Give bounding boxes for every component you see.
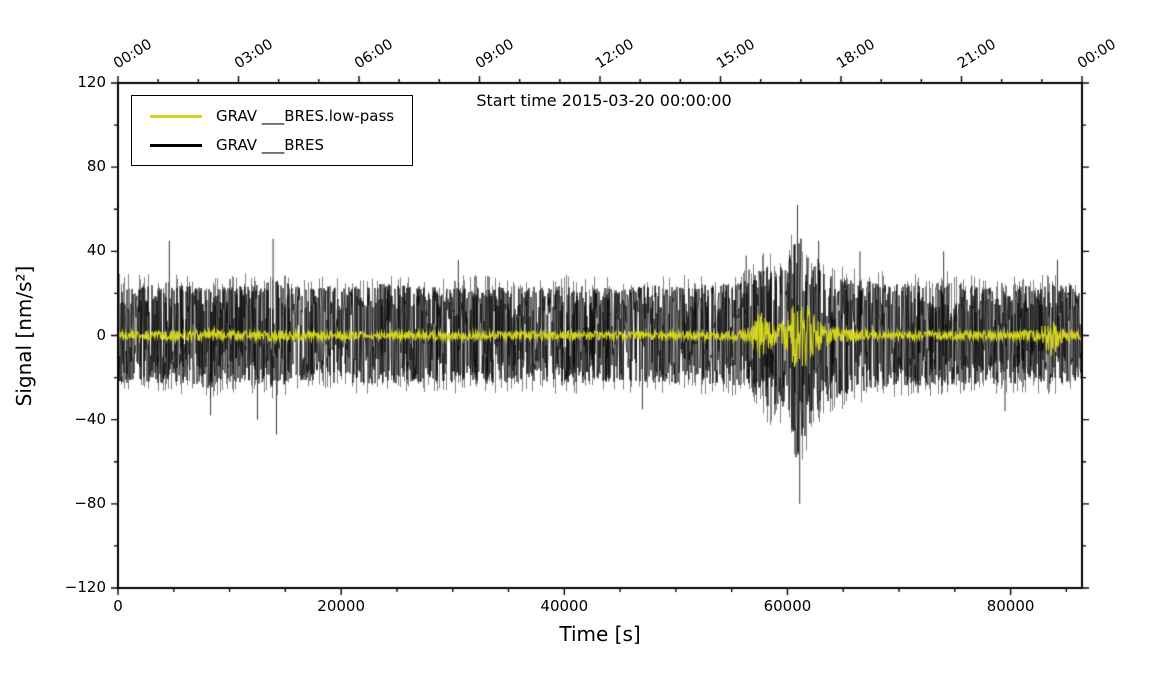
y-axis-label: Signal [nm/s²]	[12, 265, 36, 407]
raw-line-swatch	[150, 143, 202, 147]
legend-label-raw: GRAV ___BRES	[216, 136, 324, 154]
legend-label-lowpass: GRAV ___BRES.low-pass	[216, 107, 395, 125]
legend-row-raw: GRAV ___BRES	[150, 136, 394, 154]
x-tick-label: 0	[113, 597, 123, 615]
y-tick-label: −80	[74, 493, 106, 512]
y-tick-label: 0	[96, 325, 106, 344]
y-tick-label: 120	[77, 73, 106, 91]
x-tick-label: 20000	[317, 597, 365, 615]
x-tick-label: 80000	[986, 597, 1035, 615]
y-tick-label: −40	[74, 409, 106, 428]
x-tick-label: 40000	[540, 597, 589, 615]
y-tick-label: 80	[86, 157, 106, 176]
x-axis-label: Time [s]	[559, 622, 641, 646]
legend-row-lowpass: GRAV ___BRES.low-pass	[150, 107, 394, 125]
y-tick-label: −120	[64, 578, 106, 596]
legend: GRAV ___BRES.low-pass GRAV ___BRES	[131, 95, 414, 166]
y-tick-label: 40	[86, 241, 106, 260]
x-tick-label: 60000	[763, 597, 812, 615]
lowpass-line-swatch	[150, 114, 202, 118]
plot-title: Start time 2015-03-20 00:00:00	[476, 91, 732, 110]
